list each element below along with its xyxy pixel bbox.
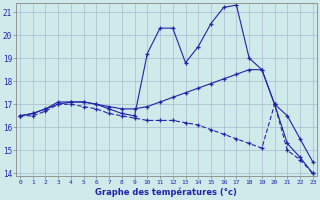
X-axis label: Graphe des températures (°c): Graphe des températures (°c) <box>95 188 237 197</box>
